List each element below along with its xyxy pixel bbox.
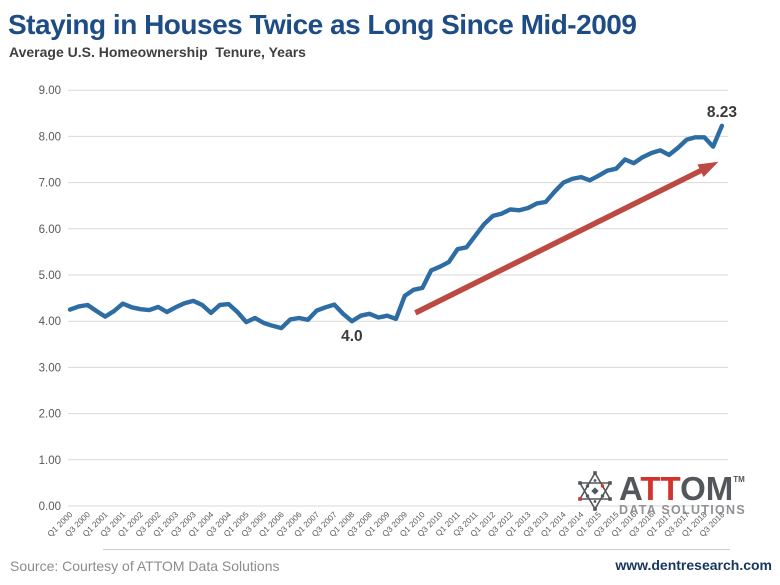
y-axis-tick-label: 5.00 xyxy=(39,270,61,282)
attom-tagline: DATA SOLUTIONS xyxy=(619,503,746,517)
data-label: 8.23 xyxy=(707,104,738,121)
attom-letter-a: A xyxy=(619,470,641,507)
source-credit: Source: Courtesy of ATTOM Data Solutions xyxy=(10,558,280,574)
tenure-line-series xyxy=(67,123,725,331)
chart-title: Staying in Houses Twice as Long Since Mi… xyxy=(8,9,637,40)
y-axis-tick-label: 6.00 xyxy=(39,224,61,236)
y-axis-tick-label: 8.00 xyxy=(39,131,61,143)
y-axis-tick-label: 1.00 xyxy=(39,455,61,467)
attom-logo: ATTOMTM DATA SOLUTIONS xyxy=(577,466,746,517)
y-axis-tick-label: 2.00 xyxy=(39,409,61,421)
y-axis-tick-label: 7.00 xyxy=(39,178,61,190)
y-axis-tick-label: 4.00 xyxy=(39,316,61,328)
y-axis-tick-label: 3.00 xyxy=(39,362,61,374)
attom-letters-om: OM xyxy=(680,470,734,507)
website-link[interactable]: www.dentresearch.com xyxy=(615,557,772,573)
attom-logo-text: ATTOMTM DATA SOLUTIONS xyxy=(619,466,746,517)
trademark-symbol: TM xyxy=(733,475,745,484)
attom-atom-icon xyxy=(578,471,612,512)
y-axis-tick-label: 9.00 xyxy=(39,85,61,97)
y-axis-tick-label: 0.00 xyxy=(39,501,61,513)
trend-arrow-head xyxy=(697,161,719,177)
attom-letters-tt: TT xyxy=(640,470,681,507)
attom-wordmark: ATTOMTM xyxy=(619,466,746,505)
footer-divider xyxy=(103,549,730,550)
data-label: 4.0 xyxy=(341,328,363,345)
chart-subtitle: Average U.S. Homeownership Tenure, Years xyxy=(9,44,306,60)
trend-arrow-shaft xyxy=(414,164,709,316)
